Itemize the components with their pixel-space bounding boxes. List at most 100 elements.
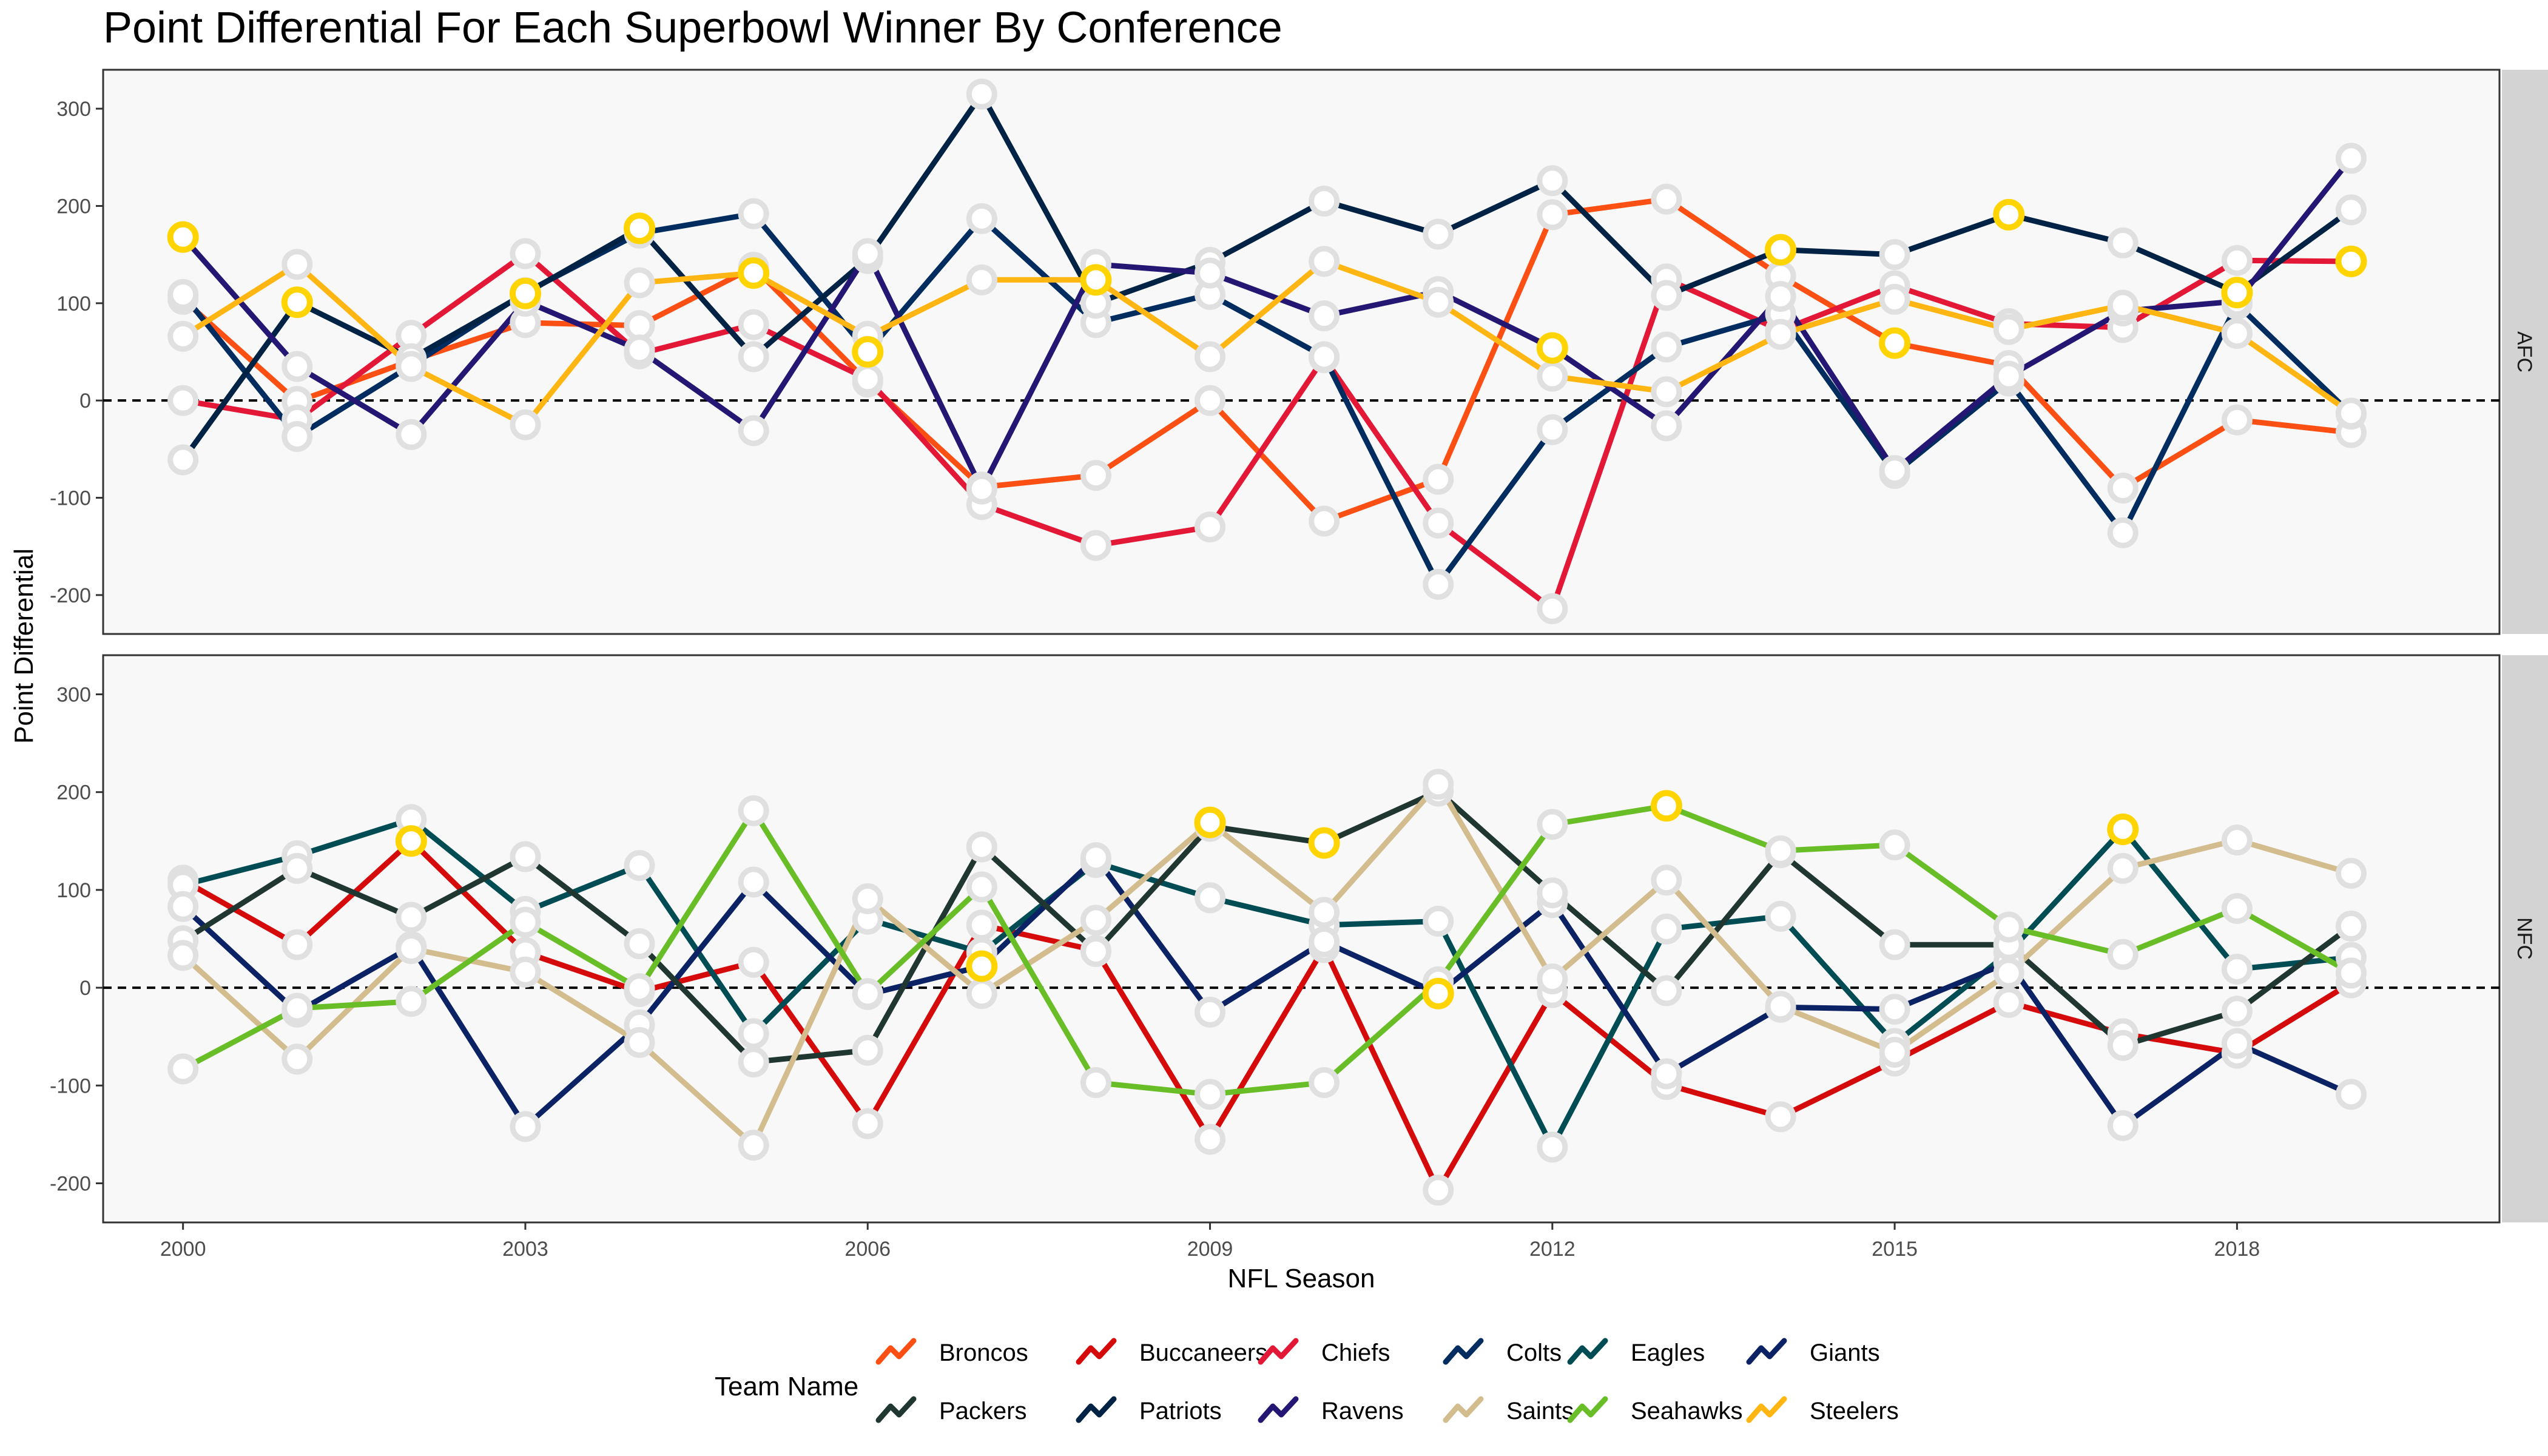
data-point-seahawks [1993, 911, 2024, 943]
y-axis-afc: -200 -100 0 100 200 300 [50, 98, 103, 607]
data-point-giants [2107, 1110, 2138, 1141]
series-line-seahawks [180, 803, 2354, 1097]
legend-label-colts: Colts [1506, 1340, 1562, 1366]
series-line-giants [180, 855, 2354, 1130]
data-point-giants [1309, 926, 1340, 957]
panel-afc-strip [2502, 70, 2548, 634]
winner-point-colts [852, 336, 884, 368]
series-line-chiefs [180, 251, 2354, 612]
data-point-ravens [1765, 281, 1796, 312]
data-point-steelers [1879, 283, 1910, 315]
data-point-packers [1537, 877, 1568, 909]
legend-key-broncos [875, 1338, 917, 1365]
panel-afc: AFC [102, 69, 2548, 635]
data-point-colts [1651, 331, 1682, 363]
legend-title: Team Name [715, 1372, 858, 1401]
x-tick-label: 2018 [2214, 1238, 2260, 1261]
data-point-seahawks [1537, 809, 1568, 840]
data-point-giants [2221, 1028, 2253, 1059]
winner-point-patriots [1765, 234, 1796, 266]
nfc-y-tick-label: -100 [50, 1074, 91, 1097]
series-line-steelers [180, 258, 2354, 428]
legend-key-buccaneers [1076, 1338, 1117, 1365]
data-point-ravens [852, 238, 883, 269]
data-point-eagles [624, 850, 655, 881]
data-point-chiefs [1080, 530, 1111, 561]
data-point-steelers [396, 351, 427, 382]
panel-nfc: NFC [102, 654, 2548, 1224]
winner-point-eagles [2107, 813, 2139, 845]
data-point-steelers [2335, 397, 2367, 429]
data-point-packers [2221, 996, 2253, 1027]
data-point-seahawks [966, 871, 997, 903]
data-point-seahawks [396, 986, 427, 1017]
data-point-patriots [167, 444, 199, 476]
data-point-ravens [1651, 410, 1682, 442]
data-point-colts [167, 278, 199, 310]
data-point-patriots [1879, 239, 1910, 271]
data-point-giants [1195, 996, 1226, 1028]
chart-title: Point Differential For Each Superbowl Wi… [103, 4, 1282, 52]
data-point-packers [1080, 935, 1111, 967]
data-point-buccaneers [1993, 986, 2024, 1018]
data-point-saints [624, 1026, 655, 1058]
x-tick-label: 2012 [1529, 1238, 1576, 1261]
legend-label-eagles: Eagles [1631, 1340, 1705, 1366]
data-point-broncos [1537, 199, 1568, 231]
data-point-seahawks [281, 993, 313, 1024]
data-point-buccaneers [852, 1108, 883, 1139]
data-point-ravens [1195, 257, 1226, 289]
data-point-colts [738, 198, 769, 229]
legend-key-steelers [1746, 1396, 1787, 1423]
data-point-giants [2335, 1079, 2367, 1110]
data-point-packers [281, 852, 313, 884]
legend-key-patriots [1076, 1396, 1117, 1423]
winner-point-giants [1422, 977, 1454, 1009]
data-point-broncos [1423, 463, 1454, 495]
x-tick-label: 2006 [844, 1238, 891, 1261]
data-point-ravens [281, 351, 313, 382]
winner-point-patriots [1993, 198, 2025, 231]
data-point-seahawks [510, 906, 541, 938]
data-point-patriots [2107, 227, 2138, 258]
legend-label-seahawks: Seahawks [1631, 1398, 1743, 1424]
series-line-buccaneers [180, 838, 2354, 1193]
data-point-steelers [510, 409, 541, 440]
x-tick-label: 2015 [1872, 1238, 1918, 1261]
nfc-y-tick-label: 100 [56, 879, 91, 902]
data-point-steelers [2221, 318, 2253, 349]
data-point-giants [1651, 1058, 1682, 1090]
data-point-chiefs [1537, 593, 1568, 624]
data-point-saints [1993, 957, 2024, 989]
data-point-patriots [738, 341, 769, 372]
afc-y-tick-label: -200 [50, 584, 91, 607]
data-point-packers [738, 1046, 769, 1078]
data-point-colts [1423, 568, 1454, 600]
panel-nfc-strip-label: NFC [2513, 917, 2536, 960]
data-point-patriots [966, 78, 997, 110]
data-point-colts [1537, 414, 1568, 445]
y-axis-title: Point Differential [9, 548, 39, 744]
data-point-giants [1879, 994, 1910, 1025]
data-point-broncos [1309, 505, 1340, 537]
panel-nfc-background [102, 654, 2501, 1224]
data-point-ravens [1879, 455, 1910, 487]
winner-point-ravens [1536, 332, 1568, 364]
data-point-broncos [1080, 460, 1111, 491]
data-point-eagles [1537, 1131, 1568, 1163]
data-point-steelers [1537, 360, 1568, 392]
data-point-colts [1309, 341, 1340, 372]
data-point-buccaneers [738, 946, 769, 978]
data-point-saints [1309, 897, 1340, 928]
data-point-patriots [2335, 194, 2367, 226]
winner-point-ravens [167, 221, 199, 253]
data-point-broncos [2107, 472, 2138, 504]
data-point-patriots [1423, 218, 1454, 250]
legend-key-eagles [1567, 1338, 1608, 1365]
data-point-saints [738, 1130, 769, 1161]
afc-y-tick-label: 200 [56, 195, 91, 218]
winner-point-patriots [2221, 277, 2253, 309]
data-point-saints [1879, 1037, 1910, 1068]
data-point-colts [2107, 517, 2138, 548]
